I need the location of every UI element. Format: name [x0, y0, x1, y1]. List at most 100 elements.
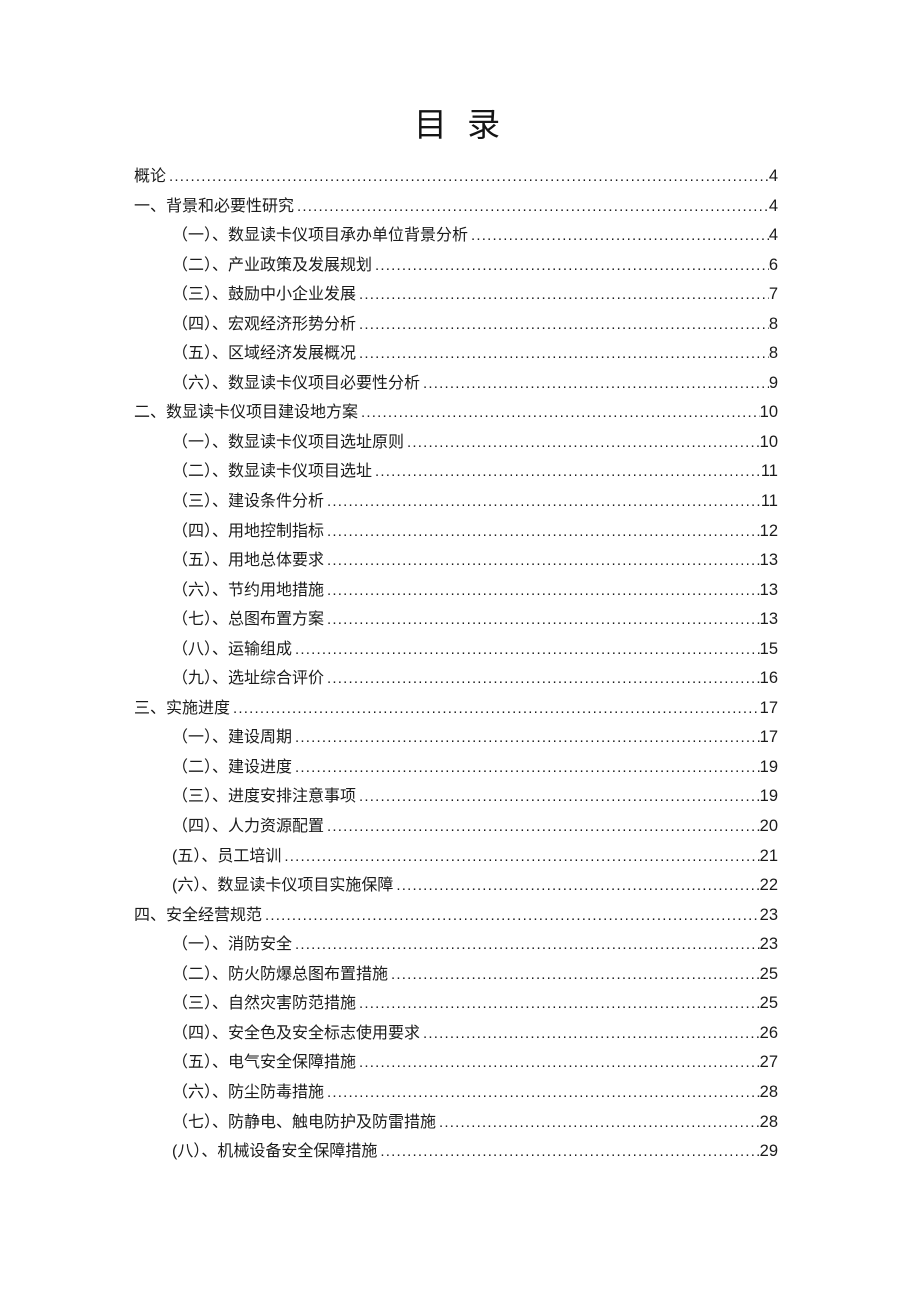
toc-entry-label: （二）、数显读卡仪项目选址 — [172, 463, 373, 481]
toc-entry[interactable]: （五）、用地总体要求 13 — [134, 546, 778, 576]
toc-entry[interactable]: （一）、建设周期 17 — [134, 723, 778, 753]
toc-page-number: 23 — [759, 935, 778, 954]
toc-entry-label: （八）、运输组成 — [172, 640, 293, 658]
toc-entry[interactable]: 四、安全经营规范 23 — [134, 901, 778, 931]
toc-entry[interactable]: （四）、用地控制指标 12 — [134, 517, 778, 547]
toc-page-number: 25 — [759, 964, 778, 983]
toc-dot-leader — [281, 842, 759, 872]
toc-entry[interactable]: （二）、产业政策及发展规划 6 — [134, 251, 778, 281]
toc-page-number: 19 — [759, 757, 778, 776]
toc-entry[interactable]: 二、数显读卡仪项目建设地方案 10 — [134, 398, 778, 428]
toc-entry[interactable]: (六）、数显读卡仪项目实施保障 22 — [134, 871, 778, 901]
toc-entry[interactable]: （一）、数显读卡仪项目承办单位背景分析 4 — [134, 221, 778, 251]
toc-dot-leader — [377, 1137, 759, 1167]
toc-page-number: 20 — [759, 817, 778, 836]
toc-entry-label: （四）、宏观经济形势分析 — [172, 315, 357, 333]
toc-entry[interactable]: （一）、消防安全 23 — [134, 930, 778, 960]
toc-page-number: 28 — [759, 1112, 778, 1131]
toc-entry[interactable]: （六）、节约用地措施 13 — [134, 576, 778, 606]
toc-page-number: 10 — [759, 432, 778, 451]
toc-page-number: 17 — [759, 728, 778, 747]
toc-entry[interactable]: （七）、防静电、触电防护及防雷措施 28 — [134, 1108, 778, 1138]
toc-entry[interactable]: (五）、员工培训 21 — [134, 842, 778, 872]
toc-page-number: 7 — [768, 285, 778, 304]
toc-entry-label: （一）、数显读卡仪项目承办单位背景分析 — [172, 227, 469, 245]
toc-entry[interactable]: （九）、选址综合评价 16 — [134, 664, 778, 694]
toc-dot-leader — [262, 901, 760, 931]
toc-entry-label: （三）、自然灾害防范措施 — [172, 995, 357, 1013]
toc-entry[interactable]: （七）、总图布置方案 13 — [134, 605, 778, 635]
toc-dot-leader — [388, 960, 760, 990]
toc-dot-leader — [393, 871, 759, 901]
toc-entry-label: (八）、机械设备安全保障措施 — [172, 1143, 378, 1161]
toc-page-number: 23 — [759, 905, 778, 924]
toc-title: 目 录 — [413, 108, 507, 144]
toc-entry[interactable]: （二）、建设进度 19 — [134, 753, 778, 783]
toc-entry[interactable]: （四）、人力资源配置 20 — [134, 812, 778, 842]
toc-entry-label: （一）、消防安全 — [172, 936, 293, 954]
toc-entry[interactable]: （四）、宏观经济形势分析 8 — [134, 310, 778, 340]
toc-page-number: 8 — [768, 314, 778, 333]
toc-page-number: 9 — [768, 373, 778, 392]
toc-dot-leader — [358, 398, 760, 428]
toc-page-number: 11 — [760, 462, 778, 481]
toc-entry-label: （三）、鼓励中小企业发展 — [172, 286, 357, 304]
toc-dot-leader — [166, 162, 769, 192]
toc-entry-label: （二）、产业政策及发展规划 — [172, 256, 373, 274]
toc-entry-label: （四）、人力资源配置 — [172, 818, 325, 836]
toc-dot-leader — [420, 1019, 760, 1049]
toc-page-number: 13 — [759, 580, 778, 599]
toc-entry-label: （二）、建设进度 — [172, 758, 293, 776]
toc-entry[interactable]: （五）、电气安全保障措施 27 — [134, 1048, 778, 1078]
toc-entry-label: （六）、节约用地措施 — [172, 581, 325, 599]
toc-dot-leader — [324, 546, 760, 576]
toc-entry[interactable]: 一、背景和必要性研究 4 — [134, 192, 778, 222]
toc-entry[interactable]: 三、实施进度 17 — [134, 694, 778, 724]
toc-entry-label: 四、安全经营规范 — [134, 906, 263, 924]
toc-entry-label: （二）、防火防爆总图布置措施 — [172, 965, 389, 983]
toc-entry-label: （六）、防尘防毒措施 — [172, 1083, 325, 1101]
toc-entry[interactable]: （三）、自然灾害防范措施 25 — [134, 989, 778, 1019]
toc-entry-label: （三）、进度安排注意事项 — [172, 788, 357, 806]
toc-page-number: 4 — [768, 226, 778, 245]
toc-dot-leader — [324, 487, 761, 517]
toc-entry[interactable]: （五）、区域经济发展概况 8 — [134, 339, 778, 369]
toc-page-number: 10 — [759, 403, 778, 422]
toc-dot-leader — [230, 694, 760, 724]
toc-entry-label: (五）、员工培训 — [172, 847, 282, 865]
toc-dot-leader — [324, 517, 760, 547]
toc-dot-leader — [356, 310, 769, 340]
toc-entry[interactable]: （八）、运输组成 15 — [134, 635, 778, 665]
toc-dot-leader — [356, 782, 760, 812]
toc-dot-leader — [372, 457, 761, 487]
toc-entry[interactable]: （三）、建设条件分析 11 — [134, 487, 778, 517]
toc-dot-leader — [292, 723, 760, 753]
toc-entry-label: （四）、用地控制指标 — [172, 522, 325, 540]
toc-dot-leader — [292, 753, 760, 783]
toc-entry-label: （四）、安全色及安全标志使用要求 — [172, 1024, 421, 1042]
toc-entry[interactable]: （六）、数显读卡仪项目必要性分析 9 — [134, 369, 778, 399]
toc-entry[interactable]: (八）、机械设备安全保障措施 29 — [134, 1137, 778, 1167]
toc-entry[interactable]: （三）、鼓励中小企业发展 7 — [134, 280, 778, 310]
toc-page-number: 13 — [759, 610, 778, 629]
toc-dot-leader — [324, 812, 760, 842]
toc-entry-label: （五）、电气安全保障措施 — [172, 1054, 357, 1072]
toc-entry-label: (六）、数显读卡仪项目实施保障 — [172, 877, 394, 895]
toc-entry[interactable]: （一）、数显读卡仪项目选址原则 10 — [134, 428, 778, 458]
toc-entry-label: （六）、数显读卡仪项目必要性分析 — [172, 374, 421, 392]
toc-dot-leader — [292, 635, 760, 665]
toc-entry[interactable]: （四）、安全色及安全标志使用要求 26 — [134, 1019, 778, 1049]
toc-entry[interactable]: （三）、进度安排注意事项 19 — [134, 782, 778, 812]
toc-entry[interactable]: （二）、防火防爆总图布置措施 25 — [134, 960, 778, 990]
toc-entry[interactable]: （二）、数显读卡仪项目选址 11 — [134, 457, 778, 487]
toc-page-number: 13 — [759, 551, 778, 570]
toc-entry[interactable]: 概论 4 — [134, 162, 778, 192]
toc-entry-label: （九）、选址综合评价 — [172, 670, 325, 688]
toc-entry-label: （一）、数显读卡仪项目选址原则 — [172, 433, 405, 451]
toc-entry[interactable]: （六）、防尘防毒措施 28 — [134, 1078, 778, 1108]
toc-dot-leader — [356, 280, 769, 310]
toc-entry-label: （五）、用地总体要求 — [172, 552, 325, 570]
toc-page-number: 22 — [759, 876, 778, 895]
toc-dot-leader — [468, 221, 769, 251]
